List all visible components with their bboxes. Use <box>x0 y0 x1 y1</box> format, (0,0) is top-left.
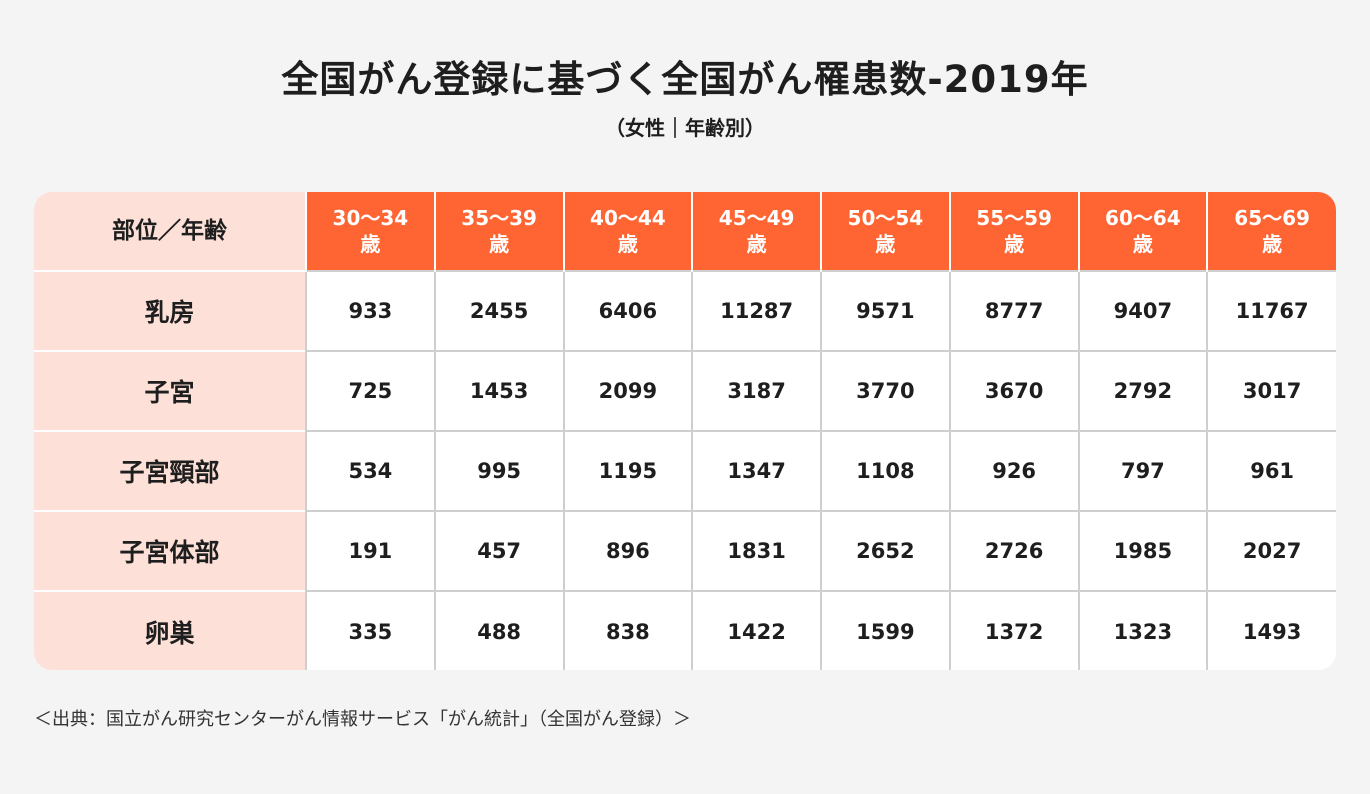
table-cell: 2455 <box>433 270 564 351</box>
table-cell: 1831 <box>691 510 821 591</box>
table-row: 卵巣 335 488 838 1422 1599 1372 1323 1493 <box>34 590 1336 670</box>
table-cell: 1985 <box>1077 510 1208 591</box>
table-row: 子宮 725 1453 2099 3187 3770 3670 2792 301… <box>34 350 1336 431</box>
age-header-65-69: 65〜69 歳 <box>1206 192 1336 271</box>
table-cell: 6406 <box>562 270 693 351</box>
table-cell: 2027 <box>1206 510 1336 591</box>
table-cell: 3770 <box>820 350 950 431</box>
row-header-cervix: 子宮頸部 <box>34 430 306 511</box>
row-header-uterus: 子宮 <box>34 350 306 431</box>
table-cell: 1347 <box>691 430 821 511</box>
table-row: 子宮頸部 534 995 1195 1347 1108 926 797 961 <box>34 430 1336 511</box>
table-cell: 11767 <box>1206 270 1336 351</box>
table-cell: 1453 <box>433 350 564 431</box>
age-header-35-39: 35〜39 歳 <box>433 192 564 271</box>
age-header-40-44: 40〜44 歳 <box>562 192 693 271</box>
table-cell: 9407 <box>1077 270 1208 351</box>
age-header-60-64: 60〜64 歳 <box>1077 192 1208 271</box>
table-cell: 1195 <box>562 430 693 511</box>
table-cell: 191 <box>305 510 435 591</box>
table-cell: 3017 <box>1206 350 1336 431</box>
table-cell: 2792 <box>1077 350 1208 431</box>
table-cell: 2652 <box>820 510 950 591</box>
table-row: 子宮体部 191 457 896 1831 2652 2726 1985 202… <box>34 510 1336 591</box>
table-cell: 335 <box>305 590 435 670</box>
table-cell: 896 <box>562 510 693 591</box>
table-cell: 995 <box>433 430 564 511</box>
table-cell: 1108 <box>820 430 950 511</box>
table-cell: 2726 <box>948 510 1079 591</box>
table-cell: 1422 <box>691 590 821 670</box>
table-row: 乳房 933 2455 6406 11287 9571 8777 9407 11… <box>34 270 1336 351</box>
table-cell: 1493 <box>1206 590 1336 670</box>
table-cell: 11287 <box>691 270 821 351</box>
age-header-50-54: 50〜54 歳 <box>820 192 950 271</box>
table-cell: 926 <box>948 430 1079 511</box>
table-cell: 9571 <box>820 270 950 351</box>
table-cell: 1372 <box>948 590 1079 670</box>
row-header-uterine-body: 子宮体部 <box>34 510 306 591</box>
chart-title: 全国がん登録に基づく全国がん罹患数-2019年 <box>281 58 1089 101</box>
table-cell: 933 <box>305 270 435 351</box>
table-cell: 3187 <box>691 350 821 431</box>
table-cell: 3670 <box>948 350 1079 431</box>
age-header-30-34: 30〜34 歳 <box>305 192 435 271</box>
table-cell: 1599 <box>820 590 950 670</box>
incidence-table-container: 部位／年齢 30〜34 歳 35〜39 歳 40〜44 歳 45〜49 歳 50〜54 歳… <box>34 192 1336 670</box>
table-cell: 797 <box>1077 430 1208 511</box>
table-cell: 838 <box>562 590 693 670</box>
table-cell: 2099 <box>562 350 693 431</box>
table-cell: 457 <box>433 510 564 591</box>
table-cell: 961 <box>1206 430 1336 511</box>
table-cell: 8777 <box>948 270 1079 351</box>
age-header-45-49: 45〜49 歳 <box>691 192 821 271</box>
table-cell: 488 <box>433 590 564 670</box>
corner-header: 部位／年齢 <box>34 192 306 271</box>
age-header-55-59: 55〜59 歳 <box>948 192 1079 271</box>
table-cell: 1323 <box>1077 590 1208 670</box>
source-citation: ＜出典：国立がん研究センターがん情報サービス「がん統計」（全国がん登録）＞ <box>34 709 691 730</box>
table-cell: 725 <box>305 350 435 431</box>
chart-subtitle: （女性｜年齢別） <box>605 116 765 140</box>
table-header-row: 部位／年齢 30〜34 歳 35〜39 歳 40〜44 歳 45〜49 歳 50〜54 歳… <box>34 192 1336 271</box>
table-cell: 534 <box>305 430 435 511</box>
incidence-table: 部位／年齢 30〜34 歳 35〜39 歳 40〜44 歳 45〜49 歳 50〜54 歳… <box>34 192 1336 670</box>
row-header-ovary: 卵巣 <box>34 590 306 670</box>
row-header-breast: 乳房 <box>34 270 306 351</box>
